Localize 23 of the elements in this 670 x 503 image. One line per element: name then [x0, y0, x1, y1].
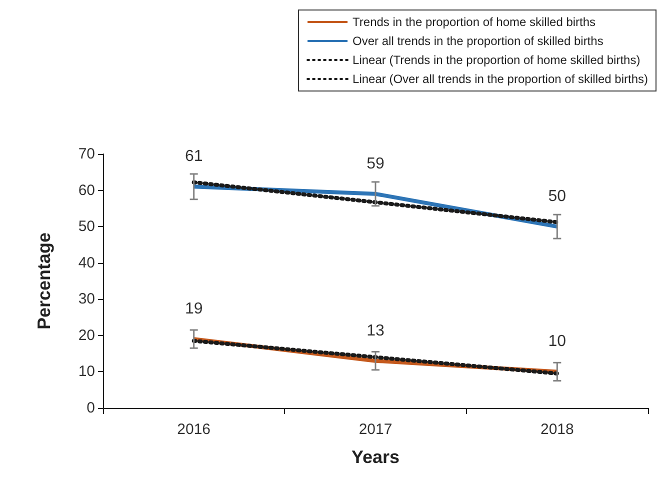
x-tick-label: 2018 — [540, 421, 574, 438]
y-tick-label: 0 — [86, 400, 95, 416]
y-tick-label: 50 — [78, 218, 95, 236]
x-axis-title: Years — [351, 447, 400, 467]
y-axis-title: Percentage — [34, 232, 54, 330]
y-tick-label: 70 — [78, 146, 95, 162]
x-tick-label: 2017 — [358, 421, 392, 438]
data-label: 19 — [184, 300, 203, 318]
data-label: 13 — [366, 322, 384, 340]
y-tick-label: 20 — [78, 326, 95, 344]
y-tick-label: 30 — [78, 290, 95, 308]
x-tick-label: 2016 — [177, 421, 211, 438]
data-label: 50 — [548, 188, 566, 206]
y-tick-label: 60 — [78, 182, 95, 199]
legend-label: Linear (Trends in the proportion of home skilled births) — [352, 53, 640, 67]
data-label: 61 — [184, 148, 203, 166]
data-label: 59 — [366, 155, 384, 172]
data-label: 10 — [548, 333, 566, 350]
legend-label: Linear (Over all trends in the proportion of skilled births) — [352, 72, 648, 86]
y-tick-label: 40 — [78, 254, 95, 272]
legend-label: Trends in the proportion of home skilled births — [352, 15, 596, 29]
legend-label: Over all trends in the proportion of skilled births — [352, 34, 604, 48]
y-tick-label: 10 — [78, 363, 95, 380]
